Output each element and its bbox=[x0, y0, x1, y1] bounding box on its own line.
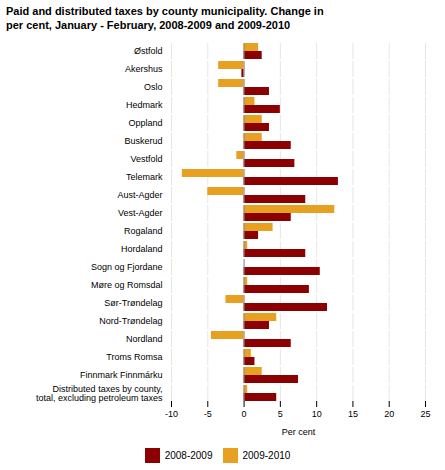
svg-text:15: 15 bbox=[348, 408, 358, 418]
svg-text:Østfold: Østfold bbox=[134, 46, 163, 56]
html-text:2008-2009: 2008-2009 bbox=[164, 449, 213, 461]
svg-text:Hordaland: Hordaland bbox=[121, 244, 163, 254]
svg-text:Finnmark Finnmárku: Finnmark Finnmárku bbox=[80, 370, 163, 380]
svg-text:10: 10 bbox=[312, 408, 322, 418]
svg-text:Aust-Agder: Aust-Agder bbox=[117, 190, 162, 200]
svg-text:Troms Romsa: Troms Romsa bbox=[106, 352, 162, 362]
html-text:Paid and distributed taxes by: Paid and distributed taxes by county mun… bbox=[6, 5, 324, 32]
svg-text:Rogaland: Rogaland bbox=[124, 226, 163, 236]
svg-text:Sogn og Fjordane: Sogn og Fjordane bbox=[91, 262, 163, 272]
svg-text:0: 0 bbox=[242, 408, 247, 418]
svg-text:Distributed taxes by county,to: Distributed taxes by county,total, exclu… bbox=[36, 383, 163, 402]
svg-text:20: 20 bbox=[384, 408, 394, 418]
svg-text:Nord-Trøndelag: Nord-Trøndelag bbox=[99, 316, 162, 326]
svg-text:Sør-Trøndelag: Sør-Trøndelag bbox=[104, 298, 162, 308]
svg-text:Nordland: Nordland bbox=[126, 334, 163, 344]
svg-text:Buskerud: Buskerud bbox=[124, 136, 162, 146]
svg-text:Vestfold: Vestfold bbox=[130, 154, 162, 164]
html-text:2009-2010: 2009-2010 bbox=[242, 449, 291, 461]
svg-text:-5: -5 bbox=[204, 408, 212, 418]
svg-text:Per cent: Per cent bbox=[282, 426, 316, 436]
svg-text:Hedmark: Hedmark bbox=[126, 100, 163, 110]
svg-text:5: 5 bbox=[278, 408, 283, 418]
svg-text:Vest-Agder: Vest-Agder bbox=[118, 208, 163, 218]
svg-text:Møre og Romsdal: Møre og Romsdal bbox=[91, 280, 163, 290]
svg-text:-10: -10 bbox=[165, 408, 178, 418]
svg-text:Telemark: Telemark bbox=[126, 172, 163, 182]
svg-text:Akershus: Akershus bbox=[125, 64, 163, 74]
svg-text:Oslo: Oslo bbox=[144, 82, 163, 92]
svg-text:Oppland: Oppland bbox=[128, 118, 162, 128]
svg-text:25: 25 bbox=[420, 408, 430, 418]
